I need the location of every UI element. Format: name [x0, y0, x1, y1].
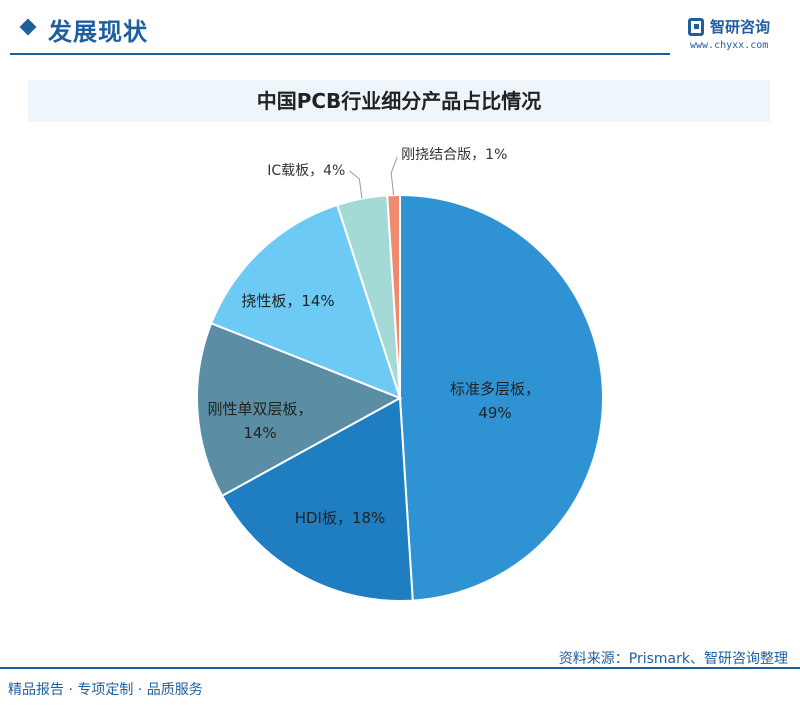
pie-slice: [386, 193, 401, 399]
leader-line: [349, 170, 363, 199]
leader-line: [390, 156, 398, 196]
logo-mark-icon: [688, 18, 704, 36]
logo-name: 智研咨询: [710, 18, 771, 36]
header-divider: [10, 53, 670, 55]
logo: 智研咨询 www.chyxx.com: [688, 16, 788, 56]
pie-slice: [399, 193, 604, 602]
slice-label: 刚性单双层板，: [207, 400, 312, 418]
chart-title-banner: 中国PCB行业细分产品占比情况: [28, 80, 770, 122]
footer-divider: [0, 667, 800, 669]
slice-label: HDI板，18%: [295, 509, 386, 527]
pie-slices: [196, 193, 604, 602]
slice-value-label: 14%: [243, 424, 276, 442]
pie-slice: [220, 396, 414, 602]
header: 发展现状 智研咨询 www.chyxx.com: [0, 0, 800, 56]
logo-url: www.chyxx.com: [690, 40, 769, 51]
section-title: 发展现状: [48, 18, 148, 46]
slice-label: IC载板，4%: [267, 163, 345, 179]
slice-label: 挠性板，14%: [241, 292, 334, 310]
source-note: 资料来源：Prismark、智研咨询整理: [558, 651, 788, 667]
pie-labels: 标准多层板， 49% HDI板，18% 刚性单双层板， 14% 挠性板，14% IC载板，4…: [207, 147, 540, 527]
chart-title: 中国PCB行业细分产品占比情况: [256, 89, 542, 113]
pie-slice: [196, 321, 403, 498]
slice-label: 标准多层板，: [450, 380, 540, 398]
slice-value-label: 49%: [478, 404, 511, 422]
slice-label: 刚挠结合版，1%: [401, 147, 507, 163]
services-tagline: 精品报告 · 专项定制 · 品质服务: [8, 682, 203, 698]
